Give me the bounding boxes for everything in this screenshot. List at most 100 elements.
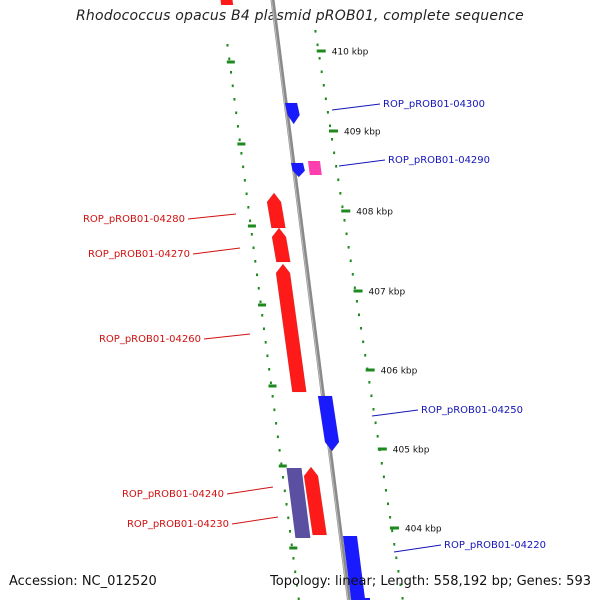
guide-dot-right bbox=[320, 70, 323, 74]
gene-label[interactable]: ROP_pROB01-04250 bbox=[421, 405, 523, 416]
gene-features bbox=[220, 0, 370, 600]
guide-dot-left bbox=[285, 503, 288, 506]
guide-dot-right bbox=[339, 192, 342, 195]
ruler-minor-tick bbox=[289, 546, 298, 550]
guide-dot-left bbox=[275, 422, 278, 425]
guide-dot-left bbox=[238, 138, 241, 142]
guide-dot-right bbox=[364, 354, 367, 357]
gene-label[interactable]: ROP_pROB01-04280 bbox=[83, 214, 185, 225]
guide-dot-left bbox=[295, 584, 298, 587]
map-title: Rhodococcus opacus B4 plasmid pROB01, co… bbox=[76, 8, 524, 24]
gene-feature-clipped-top[interactable] bbox=[220, 0, 234, 5]
guide-dot-left bbox=[236, 125, 239, 128]
gene-label[interactable]: ROP_pROB01-04300 bbox=[383, 99, 485, 110]
guide-dot-left bbox=[231, 84, 234, 88]
rna-feature[interactable] bbox=[308, 161, 322, 175]
guide-dot-left bbox=[292, 557, 295, 560]
guide-dot-right bbox=[345, 232, 348, 236]
gene-feature-04220[interactable] bbox=[343, 536, 366, 600]
guide-dot-left bbox=[259, 300, 262, 304]
guide-dot-right bbox=[322, 84, 325, 87]
gene-label-leader bbox=[226, 486, 274, 495]
gene-feature-04230[interactable] bbox=[303, 466, 328, 536]
gene-feature-04290[interactable] bbox=[290, 162, 306, 178]
guide-dot-right bbox=[380, 462, 383, 465]
guide-dot-left bbox=[242, 165, 245, 169]
guide-dot-left bbox=[240, 152, 243, 155]
guide-dot-left bbox=[249, 219, 252, 223]
accession-text: Accession: NC_012520 bbox=[9, 574, 157, 589]
gene-label[interactable]: ROP_pROB01-04290 bbox=[388, 155, 490, 166]
guide-dot-left bbox=[283, 489, 286, 493]
guide-dot-right bbox=[387, 502, 390, 506]
guide-dot-left bbox=[278, 449, 281, 452]
guide-dot-right bbox=[384, 489, 387, 492]
guide-dot-right bbox=[351, 273, 354, 276]
gene-feature-04270[interactable] bbox=[271, 227, 291, 263]
guide-dot-right bbox=[353, 286, 356, 290]
guide-dot-left bbox=[282, 476, 285, 479]
guide-dot-left bbox=[233, 98, 236, 101]
gene-label[interactable]: ROP_pROB01-04270 bbox=[88, 249, 190, 260]
ruler-tick-label: 410 kbp bbox=[332, 48, 369, 58]
ruler-minor-tick bbox=[226, 60, 235, 64]
gene-feature-04240[interactable] bbox=[286, 468, 311, 538]
gene-feature-04260[interactable] bbox=[275, 263, 307, 393]
guide-dot-left bbox=[280, 462, 283, 466]
guide-dot-right bbox=[374, 421, 377, 425]
guide-dot-left bbox=[268, 368, 271, 371]
guide-dot-left bbox=[252, 246, 255, 250]
ruler-minor-tick bbox=[268, 384, 277, 388]
ruler-tick-label: 404 kbp bbox=[405, 525, 442, 535]
gene-label[interactable]: ROP_pROB01-04220 bbox=[444, 540, 546, 551]
guide-dot-left bbox=[229, 71, 232, 74]
guide-dot-left bbox=[287, 516, 290, 520]
guide-dot-left bbox=[261, 314, 264, 317]
ruler-tick bbox=[341, 209, 351, 213]
guide-dot-right bbox=[314, 30, 317, 33]
gene-label-leader bbox=[331, 103, 381, 111]
guide-dot-left bbox=[243, 179, 246, 182]
guide-dot-right bbox=[401, 597, 404, 600]
gene-label-leader bbox=[203, 333, 251, 340]
gene-label-leader bbox=[187, 213, 237, 220]
guide-dot-left bbox=[226, 44, 229, 47]
gene-label[interactable]: ROP_pROB01-04230 bbox=[127, 519, 229, 530]
guide-dot-right bbox=[393, 543, 396, 546]
gene-feature-04300[interactable] bbox=[284, 102, 300, 125]
guide-dot-right bbox=[349, 259, 352, 263]
genome-stats-text: Topology: linear; Length: 558,192 bp; Ge… bbox=[270, 574, 591, 589]
ruler-tick-label: 408 kbp bbox=[356, 208, 393, 218]
gene-label[interactable]: ROP_pROB01-04240 bbox=[122, 489, 224, 500]
guide-dot-left bbox=[290, 543, 293, 547]
gene-feature-04250[interactable] bbox=[317, 395, 340, 452]
guide-dot-right bbox=[326, 111, 329, 114]
ruler-minor-tick bbox=[258, 303, 267, 307]
ruler-tick-label: 406 kbp bbox=[381, 367, 418, 377]
guide-dot-right bbox=[341, 205, 344, 209]
gene-label-leader bbox=[192, 247, 241, 255]
guide-dot-left bbox=[235, 111, 238, 115]
guide-dot-right bbox=[343, 219, 346, 222]
guide-dot-right bbox=[391, 529, 394, 533]
guide-dot-left bbox=[256, 273, 259, 277]
guide-dot-right bbox=[389, 516, 392, 519]
ruler-tick bbox=[353, 289, 363, 293]
guide-dot-left bbox=[266, 354, 269, 358]
guide-dot-right bbox=[324, 97, 327, 101]
guide-dot-right bbox=[360, 327, 363, 330]
ruler-tick-label: 407 kbp bbox=[369, 288, 406, 298]
guide-dot-left bbox=[250, 233, 253, 236]
guide-dot-left bbox=[294, 570, 297, 574]
gene-label-leader bbox=[231, 516, 279, 525]
backbone-highlight bbox=[271, 0, 349, 600]
guide-dot-left bbox=[269, 381, 272, 385]
guide-dot-right bbox=[328, 124, 331, 128]
gene-feature-04280[interactable] bbox=[266, 192, 286, 229]
guide-dot-right bbox=[397, 570, 400, 573]
guide-dot-right bbox=[335, 165, 338, 168]
gene-label[interactable]: ROP_pROB01-04260 bbox=[99, 334, 201, 345]
guide-dot-left bbox=[297, 597, 300, 600]
backbone-line bbox=[270, 0, 351, 600]
gene-labels: ROP_pROB01-04300 ROP_pROB01-04290 ROP_pROB… bbox=[83, 99, 546, 553]
